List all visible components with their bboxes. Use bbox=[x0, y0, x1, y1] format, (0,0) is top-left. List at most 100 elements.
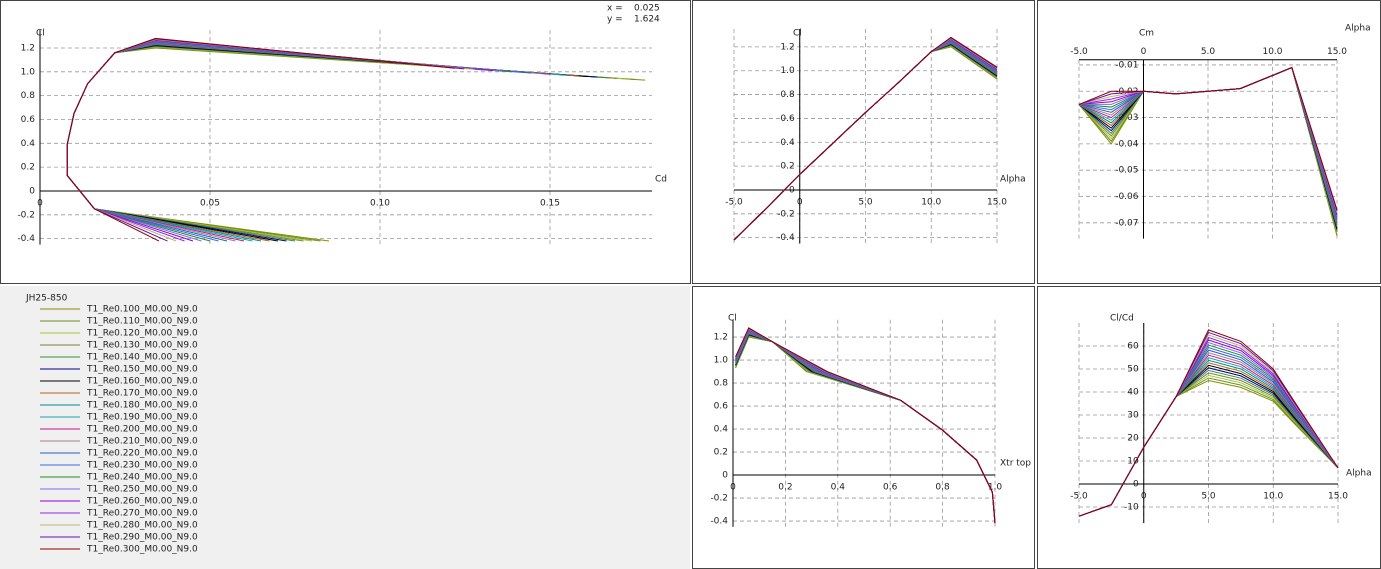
y-axis-label: Cl bbox=[728, 314, 737, 324]
x-tick-label: 0.8 bbox=[935, 483, 950, 493]
y-tick-label: -0.06 bbox=[1115, 192, 1139, 202]
x-tick-label: -5.0 bbox=[725, 197, 743, 207]
y-tick-label: 0.2 bbox=[21, 163, 35, 173]
x-tick-label: 15.0 bbox=[987, 197, 1007, 207]
legend-label: T1_Re0.160_M0.00_N9.0 bbox=[86, 377, 198, 387]
y-tick-label: 0.8 bbox=[21, 91, 36, 101]
y-axis-label: Cm bbox=[1139, 29, 1154, 39]
legend-label: T1_Re0.220_M0.00_N9.0 bbox=[86, 449, 198, 459]
y-axis-label: Cl bbox=[793, 29, 802, 39]
x-axis-label: Alpha bbox=[1345, 24, 1371, 34]
legend-label: T1_Re0.200_M0.00_N9.0 bbox=[86, 425, 198, 435]
legend-label: T1_Re0.140_M0.00_N9.0 bbox=[86, 353, 198, 363]
y-tick-label: 0 bbox=[722, 471, 728, 481]
y-tick-label: 0.8 bbox=[714, 379, 729, 389]
y-tick-label: -0.01 bbox=[1115, 60, 1138, 70]
y-tick-label: 20 bbox=[1127, 434, 1139, 444]
y-tick-label: -0.2 bbox=[17, 210, 35, 220]
legend-label: T1_Re0.250_M0.00_N9.0 bbox=[86, 485, 198, 495]
legend-label: T1_Re0.240_M0.00_N9.0 bbox=[86, 473, 198, 483]
x-tick-label: 0.2 bbox=[778, 483, 792, 493]
x-tick-label: -5.0 bbox=[1070, 492, 1088, 502]
clcd-alpha-panel bbox=[1037, 286, 1381, 569]
y-axis-label: Cl bbox=[36, 29, 45, 39]
y-tick-label: 30 bbox=[1127, 411, 1139, 421]
x-tick-label: 5.0 bbox=[1201, 47, 1216, 57]
y-tick-label: 0.6 bbox=[714, 402, 729, 412]
y-tick-label: 40 bbox=[1127, 388, 1139, 398]
x-axis-label: Alpha bbox=[1346, 469, 1372, 479]
cl-xtr-panel bbox=[692, 286, 1035, 569]
x-tick-label: 1.0 bbox=[988, 483, 1003, 493]
x-tick-label: 15.0 bbox=[1328, 492, 1348, 502]
legend-label: T1_Re0.210_M0.00_N9.0 bbox=[86, 437, 198, 447]
x-tick-label: 15.0 bbox=[1327, 47, 1347, 57]
x-tick-label: 5.0 bbox=[1201, 492, 1216, 502]
y-tick-label: -0.07 bbox=[1115, 218, 1138, 228]
x-tick-label: 10.0 bbox=[921, 197, 941, 207]
x-tick-label: 10.0 bbox=[1262, 47, 1282, 57]
legend-label: T1_Re0.300_M0.00_N9.0 bbox=[86, 545, 198, 555]
y-tick-label: 1.0 bbox=[714, 356, 729, 366]
polar-curve bbox=[66, 37, 455, 242]
legend-label: T1_Re0.170_M0.00_N9.0 bbox=[86, 389, 198, 399]
legend-label: T1_Re0.120_M0.00_N9.0 bbox=[86, 329, 198, 339]
polar-curve bbox=[1078, 66, 1338, 210]
y-tick-label: 1.2 bbox=[780, 42, 794, 52]
y-tick-label: -10 bbox=[1124, 503, 1139, 513]
legend-label: T1_Re0.100_M0.00_N9.0 bbox=[86, 305, 198, 315]
y-tick-label: -0.4 bbox=[710, 517, 728, 527]
x-tick-label: 0.6 bbox=[883, 483, 898, 493]
legend-title: JH25-850 bbox=[25, 294, 68, 304]
y-tick-label: 1.0 bbox=[21, 67, 36, 77]
y-tick-label: -0.2 bbox=[710, 494, 728, 504]
y-tick-label: 60 bbox=[1127, 342, 1139, 352]
cursor-x-label: x = bbox=[607, 4, 623, 14]
x-tick-label: 0 bbox=[1141, 47, 1147, 57]
legend-label: T1_Re0.230_M0.00_N9.0 bbox=[86, 461, 198, 471]
y-tick-label: 1.2 bbox=[714, 333, 728, 343]
y-tick-label: -0.4 bbox=[17, 234, 35, 244]
legend-label: T1_Re0.190_M0.00_N9.0 bbox=[86, 413, 198, 423]
y-tick-label: -0.4 bbox=[777, 233, 795, 243]
cursor-y-value: 1.624 bbox=[634, 15, 660, 25]
x-tick-label: 0.4 bbox=[831, 483, 846, 493]
legend-panel bbox=[0, 286, 690, 569]
x-tick-label: 10.0 bbox=[1263, 492, 1283, 502]
y-tick-label: 1.0 bbox=[780, 66, 795, 76]
y-axis-label: Cl/Cd bbox=[1110, 314, 1134, 324]
legend-label: T1_Re0.260_M0.00_N9.0 bbox=[86, 497, 198, 507]
legend-label: T1_Re0.280_M0.00_N9.0 bbox=[86, 521, 198, 531]
cursor-x-value: 0.025 bbox=[634, 4, 660, 14]
y-tick-label: 50 bbox=[1127, 365, 1139, 375]
x-axis-label: Cd bbox=[655, 175, 667, 185]
polar-curve bbox=[735, 327, 996, 524]
x-axis-label: Alpha bbox=[1000, 175, 1026, 185]
y-tick-label: 0.4 bbox=[780, 138, 795, 148]
cursor-y-label: y = bbox=[607, 15, 623, 25]
polar-panel bbox=[0, 0, 691, 284]
polar-curve bbox=[1078, 329, 1339, 517]
y-tick-label: 0.8 bbox=[780, 90, 795, 100]
y-tick-label: 0.6 bbox=[780, 114, 795, 124]
polar-curve bbox=[733, 36, 998, 241]
y-tick-label: 1.2 bbox=[21, 43, 35, 53]
y-tick-label: 0.4 bbox=[714, 425, 729, 435]
x-tick-label: -5.0 bbox=[1070, 47, 1088, 57]
legend-label: T1_Re0.110_M0.00_N9.0 bbox=[86, 317, 198, 327]
y-tick-label: 0 bbox=[29, 186, 35, 196]
x-tick-label: 0.15 bbox=[540, 198, 560, 208]
legend-label: T1_Re0.150_M0.00_N9.0 bbox=[86, 365, 198, 375]
x-axis-label: Xtr top bbox=[1000, 459, 1031, 469]
legend-label: T1_Re0.290_M0.00_N9.0 bbox=[86, 533, 198, 543]
y-tick-label: 0.4 bbox=[21, 139, 36, 149]
legend-label: T1_Re0.180_M0.00_N9.0 bbox=[86, 401, 198, 411]
y-tick-label: 0.2 bbox=[714, 448, 728, 458]
x-tick-label: 5.0 bbox=[858, 197, 873, 207]
x-tick-label: 0.10 bbox=[370, 198, 390, 208]
y-tick-label: -0.05 bbox=[1115, 166, 1138, 176]
legend-label: T1_Re0.130_M0.00_N9.0 bbox=[86, 341, 198, 351]
y-tick-label: -0.2 bbox=[777, 209, 795, 219]
cm-alpha-panel bbox=[1037, 0, 1381, 284]
